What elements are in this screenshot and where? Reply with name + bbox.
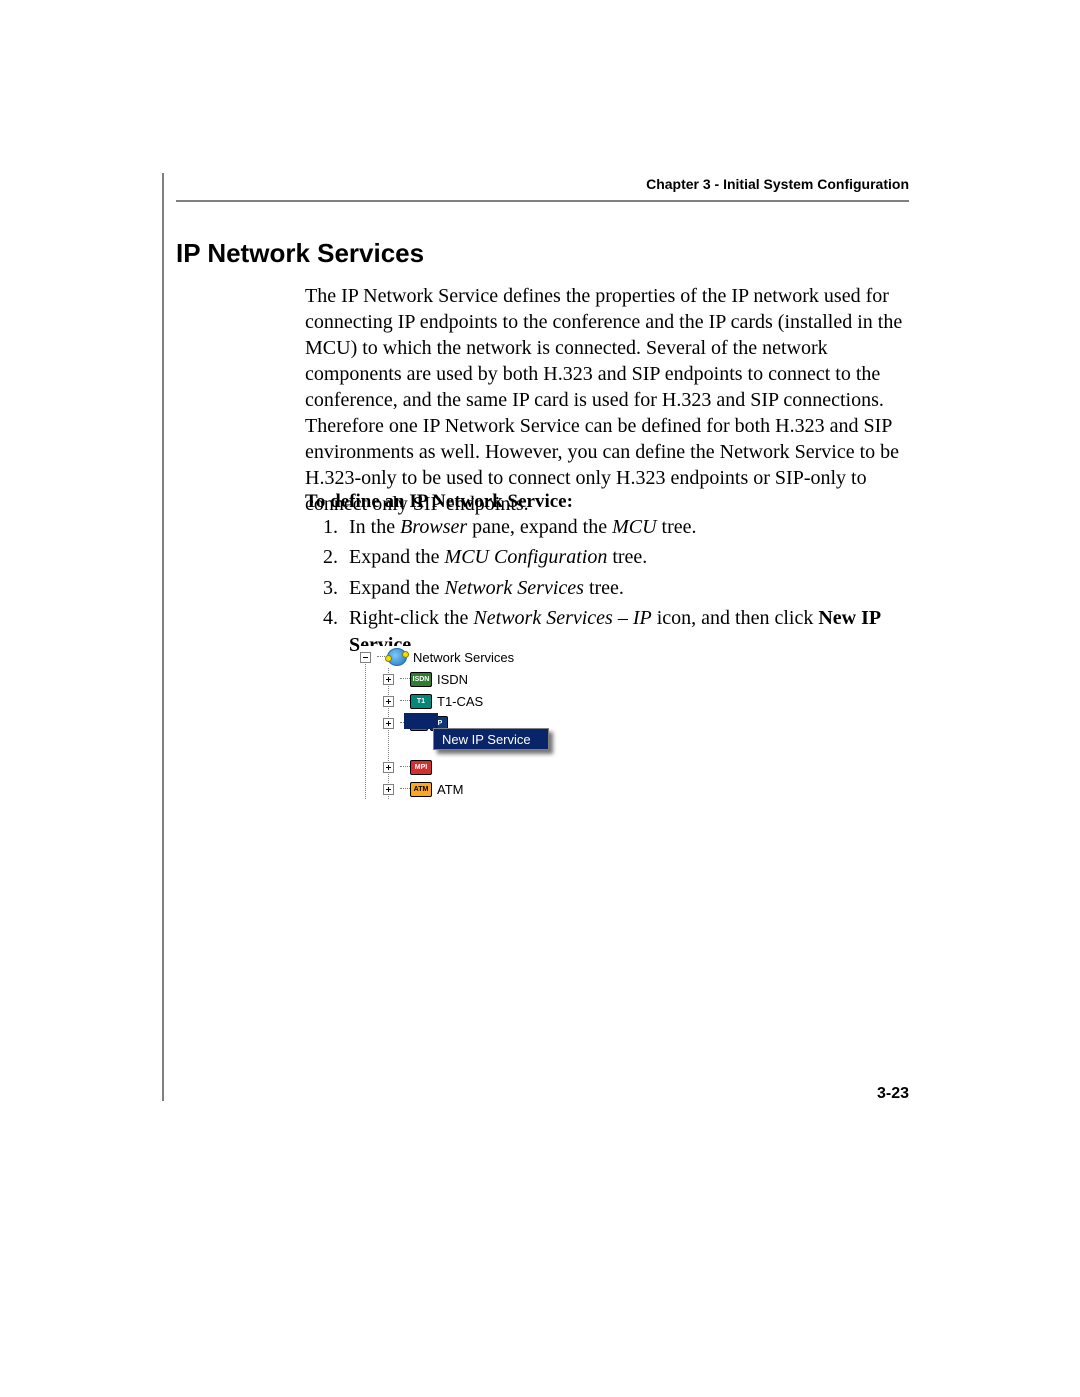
tree-item-mpi[interactable]: MPI <box>360 756 590 778</box>
vertical-rule <box>162 173 164 1101</box>
expand-icon[interactable] <box>383 718 394 729</box>
step-1-text-b: pane, expand the <box>467 516 612 538</box>
atm-icon: ATM <box>410 782 432 797</box>
step-4-em: Network Services – IP <box>473 607 651 629</box>
collapse-icon[interactable] <box>360 652 371 663</box>
step-1: In the Browser pane, expand the MCU tree… <box>343 514 909 540</box>
procedure-heading: To define an IP Network Service: <box>305 491 573 513</box>
isdn-icon: ISDN <box>410 672 432 687</box>
tree-root-label: Network Services <box>413 650 514 665</box>
step-1-text-c: tree. <box>657 516 697 538</box>
tree-connector-icon <box>400 766 410 768</box>
step-4-text-b: icon, and then click <box>652 607 819 629</box>
t1-icon: T1 <box>410 694 432 709</box>
tree-item-label: ISDN <box>437 672 468 687</box>
tree-item-label: ATM <box>437 782 463 797</box>
expand-icon[interactable] <box>383 674 394 685</box>
step-3: Expand the Network Services tree. <box>343 575 909 601</box>
horizontal-rule <box>176 200 909 202</box>
tree-root[interactable]: Network Services <box>360 646 590 668</box>
step-3-text-b: tree. <box>584 577 624 599</box>
step-1-text-a: In the <box>349 516 400 538</box>
step-2: Expand the MCU Configuration tree. <box>343 544 909 570</box>
tree-item-atm[interactable]: ATM ATM <box>360 778 590 800</box>
expand-icon[interactable] <box>383 762 394 773</box>
mpi-icon: MPI <box>410 760 432 775</box>
expand-icon[interactable] <box>383 784 394 795</box>
intro-paragraph: The IP Network Service defines the prope… <box>305 283 909 517</box>
page-title: IP Network Services <box>176 238 424 269</box>
step-2-text-a: Expand the <box>349 546 445 568</box>
tree-item-label: T1-CAS <box>437 694 483 709</box>
step-1-em-mcu: MCU <box>612 516 656 538</box>
step-3-text-a: Expand the <box>349 577 445 599</box>
step-2-em: MCU Configuration <box>445 546 608 568</box>
chapter-header: Chapter 3 - Initial System Configuration <box>586 176 909 192</box>
step-4-text-a: Right-click the <box>349 607 473 629</box>
network-services-icon <box>387 648 407 666</box>
tree-selection-highlight <box>404 713 438 729</box>
page-number: 3-23 <box>877 1085 909 1103</box>
step-3-em: Network Services <box>445 577 584 599</box>
step-1-em-browser: Browser <box>400 516 467 538</box>
network-services-tree: Network Services ISDN ISDN T1 T1-CAS IP … <box>360 646 590 804</box>
step-2-text-b: tree. <box>607 546 647 568</box>
tree-connector-icon <box>400 678 410 680</box>
tree-connector-icon <box>400 788 410 790</box>
tree-connector-icon <box>400 700 410 702</box>
tree-item-isdn[interactable]: ISDN ISDN <box>360 668 590 690</box>
procedure-steps: In the Browser pane, expand the MCU tree… <box>305 514 909 662</box>
context-menu-new-ip-service[interactable]: New IP Service <box>433 728 549 750</box>
tree-item-t1cas[interactable]: T1 T1-CAS <box>360 690 590 712</box>
expand-icon[interactable] <box>383 696 394 707</box>
page: Chapter 3 - Initial System Configuration… <box>0 0 1080 1397</box>
